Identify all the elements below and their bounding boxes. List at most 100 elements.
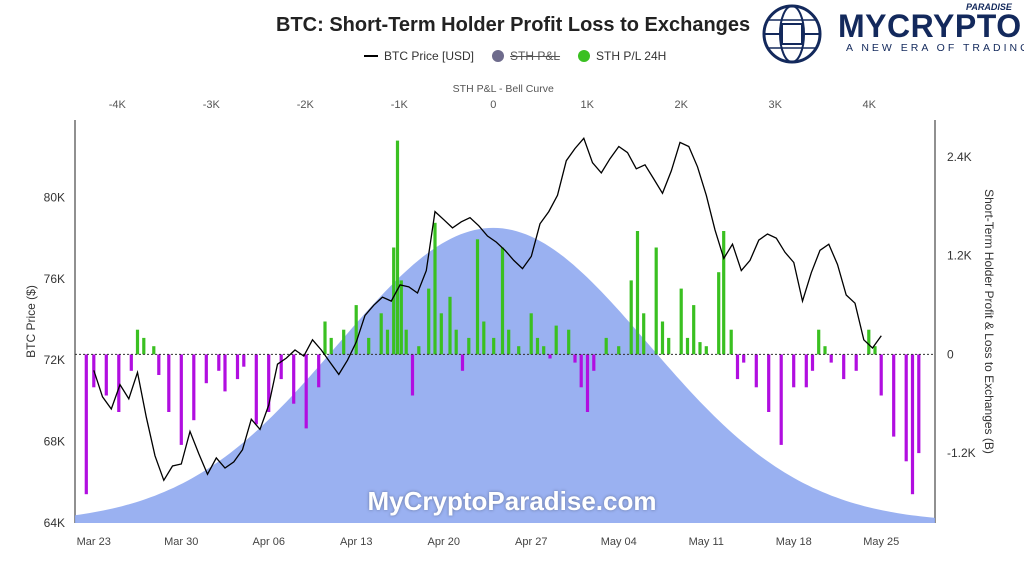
pnl-bar-loss — [279, 354, 283, 380]
pnl-bar-loss — [117, 354, 121, 412]
pnl-bar-profit — [439, 313, 443, 355]
pnl-bar-profit — [867, 329, 871, 355]
pnl-bar-profit — [629, 280, 633, 355]
legend-dot-marker — [492, 50, 505, 62]
pnl-bar-profit — [404, 329, 408, 355]
legend-label-sth-24h: STH P/L 24H — [596, 49, 667, 63]
x-tick-label: May 04 — [601, 536, 637, 548]
watermark: MyCryptoParadise.com — [367, 486, 657, 516]
pnl-bar-profit — [492, 337, 496, 355]
pnl-bar-loss — [157, 354, 161, 375]
pnl-bar-loss — [829, 354, 833, 363]
pnl-bar-loss — [317, 354, 321, 388]
legend-item-sth-pnl[interactable]: STH P&L — [492, 49, 560, 63]
x-tick-label: May 25 — [863, 536, 899, 548]
pnl-bar-profit — [823, 346, 827, 355]
pnl-bar-profit — [152, 346, 156, 355]
pnl-bar-profit — [617, 346, 621, 355]
legend-line-marker — [364, 55, 378, 57]
pnl-bar-loss — [548, 354, 552, 359]
legend-label-sth-pnl: STH P&L — [510, 49, 561, 63]
pnl-bar-profit — [654, 247, 658, 355]
pnl-bar-profit — [529, 313, 533, 355]
pnl-bar-loss — [242, 354, 246, 367]
chart-legend: BTC Price [USD] STH P&L STH P/L 24H — [364, 49, 678, 63]
pnl-bar-loss — [779, 354, 783, 445]
y-left-tick-label: 76K — [44, 272, 65, 286]
pnl-bar-profit — [729, 329, 733, 355]
top-axis-tick-label: 4K — [862, 99, 876, 111]
top-axis-tick-label: -4K — [109, 99, 127, 111]
x-tick-label: May 11 — [689, 536, 724, 548]
pnl-bar-profit — [567, 329, 571, 355]
x-tick-label: Apr 20 — [428, 536, 460, 548]
pnl-bar-loss — [267, 354, 271, 412]
pnl-bar-profit — [342, 329, 346, 355]
pnl-bar-profit — [454, 329, 458, 355]
btc-price-line — [93, 137, 882, 482]
pnl-bar-loss — [892, 354, 896, 437]
top-axis-label: STH P&L - Bell Curve — [453, 83, 554, 95]
pnl-bar-profit — [427, 288, 431, 355]
legend-dot-marker — [578, 50, 591, 62]
pnl-bar-loss — [735, 354, 740, 380]
pnl-bar-loss — [842, 354, 846, 380]
x-tick-label: Apr 06 — [253, 536, 285, 548]
top-axis-tick-label: -3K — [203, 99, 221, 111]
top-axis-tick-label: 2K — [674, 99, 688, 111]
pnl-bar-profit — [379, 313, 383, 355]
y-right-axis-label: Short-Term Holder Profit & Loss to Excha… — [982, 189, 996, 454]
pnl-bar-profit — [467, 337, 471, 355]
pnl-bar-loss — [217, 354, 221, 371]
pnl-bar-loss — [460, 354, 465, 371]
pnl-bar-loss — [573, 354, 577, 363]
pnl-bar-loss — [592, 354, 596, 371]
pnl-bar-loss — [879, 354, 883, 396]
pnl-bar-profit — [542, 346, 546, 355]
legend-item-price[interactable]: BTC Price [USD] — [364, 49, 474, 63]
x-tick-label: Apr 13 — [340, 536, 372, 548]
pnl-bar-loss — [204, 354, 208, 384]
pnl-bar-loss — [754, 354, 758, 388]
pnl-bar-profit — [535, 337, 540, 355]
pnl-bar-loss — [129, 354, 133, 371]
y-right-tick-label: -1.2K — [947, 446, 976, 460]
pnl-bar-profit — [500, 247, 505, 355]
pnl-bar-profit — [142, 337, 146, 355]
pnl-bar-profit — [660, 321, 665, 355]
pnl-bar-loss — [410, 354, 415, 396]
pnl-bar-loss — [904, 354, 908, 462]
top-axis-tick-label: 3K — [768, 99, 782, 111]
brand-tagline: A NEW ERA OF TRADING — [846, 42, 1024, 54]
pnl-bar-loss — [804, 354, 808, 388]
x-tick-label: Mar 30 — [164, 536, 198, 548]
pnl-bar-profit — [685, 337, 690, 355]
pnl-bar-profit — [604, 337, 608, 355]
pnl-bar-loss — [235, 354, 240, 380]
pnl-bar-profit — [323, 321, 327, 355]
pnl-bar-profit — [392, 247, 396, 355]
x-tick-label: May 18 — [776, 536, 812, 548]
pnl-bar-loss — [910, 354, 915, 495]
globe-chip-icon — [762, 4, 822, 64]
legend-item-sth-24h[interactable]: STH P/L 24H — [578, 49, 666, 63]
pnl-bar-profit — [554, 325, 558, 355]
pnl-bar-profit — [517, 346, 521, 355]
pnl-bar-profit — [385, 329, 390, 355]
top-axis-tick-label: 0 — [490, 99, 496, 111]
pnl-bar-profit — [329, 337, 333, 355]
pnl-bar-loss — [742, 354, 746, 363]
pnl-bar-loss — [223, 354, 227, 392]
pnl-bar-loss — [854, 354, 858, 371]
pnl-bar-loss — [810, 354, 815, 371]
brand-name: MYCRYPTO — [838, 8, 1022, 44]
pnl-bar-loss — [585, 354, 590, 412]
pnl-bar-loss — [304, 354, 308, 429]
pnl-bar-loss — [292, 354, 296, 404]
pnl-bars-group — [84, 140, 921, 495]
pnl-bar-profit — [433, 222, 437, 355]
pnl-bar-loss — [767, 354, 771, 412]
pnl-bar-profit — [448, 296, 452, 355]
pnl-bar-loss — [192, 354, 196, 421]
